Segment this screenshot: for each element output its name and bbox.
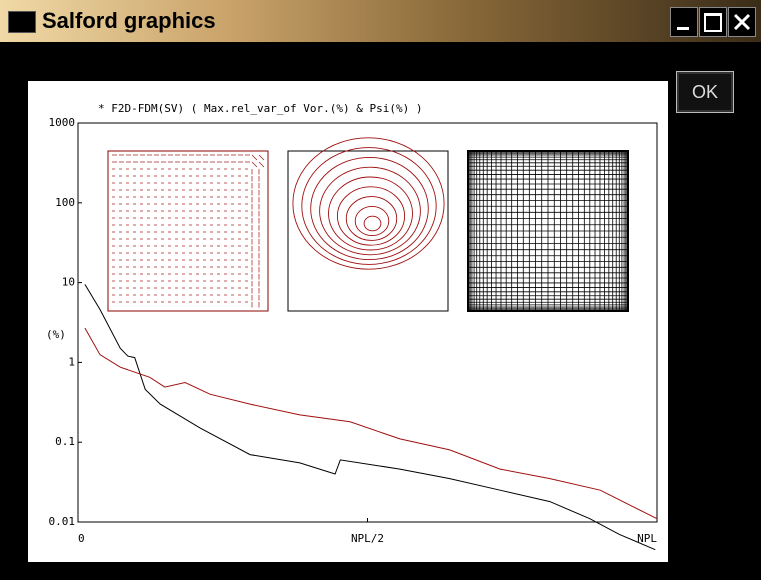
- chart-title: * F2D-FDM(SV) ( Max.rel_var_of Vor.(%) &…: [98, 102, 423, 115]
- chart: * F2D-FDM(SV) ( Max.rel_var_of Vor.(%) &…: [28, 81, 668, 562]
- contour: [328, 176, 413, 251]
- contour: [310, 156, 429, 261]
- close-icon: [733, 13, 751, 31]
- vector-inset: [107, 150, 269, 312]
- minimize-button[interactable]: [670, 7, 698, 37]
- y-tick-label: 10: [62, 276, 75, 289]
- series-line: [84, 284, 656, 551]
- contour: [354, 205, 390, 237]
- close-button[interactable]: [728, 7, 756, 37]
- series-line: [84, 327, 658, 520]
- contour: [301, 147, 437, 265]
- vector: [258, 154, 265, 161]
- contour: [345, 196, 398, 241]
- contour: [363, 215, 382, 232]
- y-tick-label: 1: [68, 355, 75, 368]
- ok-button[interactable]: OK: [676, 71, 734, 113]
- vector: [251, 161, 258, 168]
- insets: [107, 137, 629, 312]
- contour-inset: [287, 150, 449, 312]
- y-axis-label: (%): [46, 328, 66, 341]
- y-tick-label: 0.1: [55, 435, 75, 448]
- y-tick-label: 0.01: [49, 515, 76, 528]
- vector: [258, 161, 265, 168]
- maximize-button[interactable]: [699, 7, 727, 37]
- y-tick-label: 1000: [49, 116, 76, 129]
- vector: [251, 154, 258, 161]
- window-title: Salford graphics: [42, 8, 216, 33]
- contour: [319, 166, 421, 256]
- x-tick-label: NPL/2: [351, 532, 384, 545]
- window-icon: [8, 11, 36, 33]
- x-tick-label: NPL: [637, 532, 657, 545]
- title-bar: Salford graphics: [0, 0, 761, 42]
- contour: [292, 137, 445, 270]
- x-tick-label: 0: [78, 532, 85, 545]
- y-tick-label: 100: [55, 196, 75, 209]
- contour: [336, 186, 406, 246]
